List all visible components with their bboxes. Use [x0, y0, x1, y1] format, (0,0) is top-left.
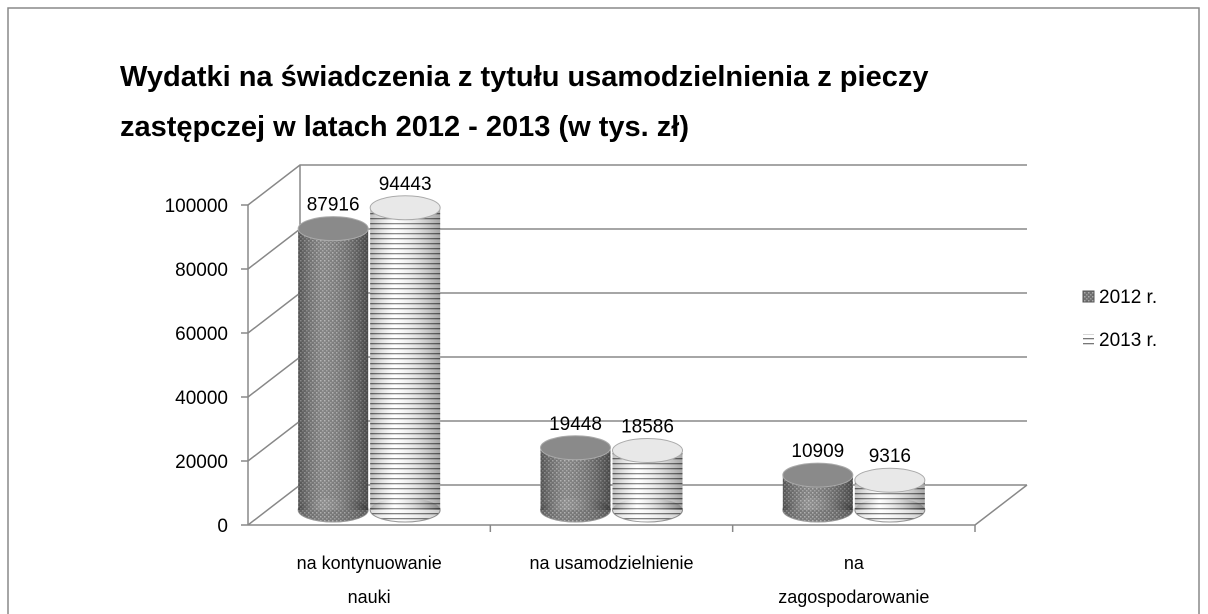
legend-swatch: [1083, 334, 1094, 345]
data-label: 19448: [549, 414, 602, 435]
data-label: 87916: [307, 195, 360, 216]
bar-top: [782, 462, 854, 488]
bar-bottom-shade: [298, 498, 369, 522]
grid-line: [247, 164, 1027, 206]
data-label: 94443: [379, 174, 432, 195]
bar-bottom-shade: [612, 498, 683, 522]
data-label: 10909: [791, 441, 844, 462]
bar-top: [612, 438, 683, 464]
legend-label: 2013 r.: [1099, 330, 1157, 351]
legend-swatch: [1082, 290, 1095, 303]
bar-top: [369, 195, 441, 221]
data-label: 18586: [621, 417, 674, 438]
y-tick-label: 40000: [175, 388, 228, 409]
bar-bottom-shade: [540, 498, 611, 522]
x-tick-label: na zagospodarowanie: [778, 553, 930, 607]
legend-label: 2012 r.: [1099, 287, 1157, 308]
bar-bottom-shade: [370, 498, 441, 522]
y-tick-label: 60000: [175, 324, 228, 345]
bar-top: [540, 435, 611, 461]
bar-shade: [298, 228, 369, 510]
x-tick-label: na usamodzielnienie: [529, 553, 694, 573]
bar-top: [854, 467, 926, 493]
bar-shade: [370, 207, 441, 510]
chart-border: [7, 7, 1200, 614]
x-tick-label: na kontynuowanie nauki: [296, 553, 442, 607]
chart-title: Wydatki na świadczenia z tytułu usamodzi…: [120, 61, 929, 143]
data-label: 9316: [869, 446, 911, 467]
y-tick-label: 0: [217, 516, 228, 537]
bar-bottom-shade: [854, 498, 925, 522]
bar-bottom-shade: [782, 498, 853, 522]
y-tick-label: 80000: [175, 260, 228, 281]
y-tick-label: 20000: [175, 452, 228, 473]
y-tick-label: 100000: [165, 196, 228, 217]
bar-top: [297, 216, 369, 242]
